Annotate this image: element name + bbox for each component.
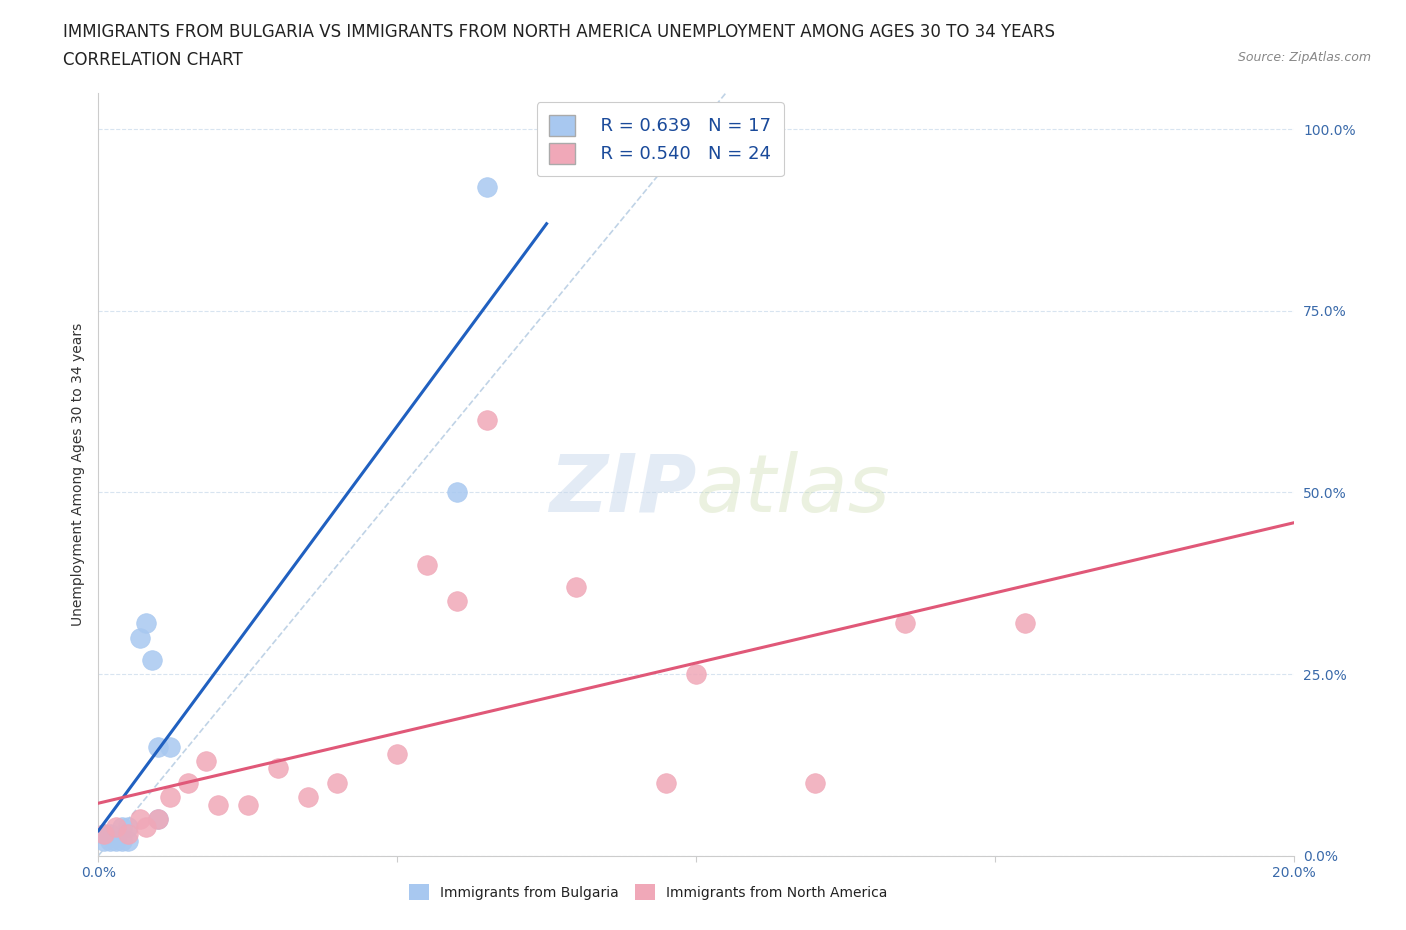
Text: CORRELATION CHART: CORRELATION CHART (63, 51, 243, 69)
Point (159, 739, 181, 754)
Point (655, 776, 678, 790)
Point (416, 558, 439, 573)
Legend: Immigrants from Bulgaria, Immigrants from North America: Immigrants from Bulgaria, Immigrants fro… (404, 879, 893, 906)
Point (111, 819, 134, 834)
Point (207, 797, 229, 812)
Point (111, 833, 134, 848)
Point (148, 812, 170, 827)
Point (117, 833, 139, 848)
Point (135, 616, 157, 631)
Point (297, 790, 319, 805)
Point (804, 776, 827, 790)
Point (267, 761, 290, 776)
Point (475, 180, 498, 195)
Text: atlas: atlas (696, 450, 891, 528)
Point (1014, 616, 1036, 631)
Point (135, 819, 157, 834)
Point (475, 412, 498, 427)
Y-axis label: Unemployment Among Ages 30 to 34 years: Unemployment Among Ages 30 to 34 years (72, 323, 86, 626)
Point (129, 812, 152, 827)
Text: IMMIGRANTS FROM BULGARIA VS IMMIGRANTS FROM NORTH AMERICA UNEMPLOYMENT AMONG AGE: IMMIGRANTS FROM BULGARIA VS IMMIGRANTS F… (63, 23, 1056, 41)
Text: Source: ZipAtlas.com: Source: ZipAtlas.com (1237, 51, 1371, 64)
Point (148, 739, 170, 754)
Point (141, 652, 163, 667)
Point (105, 819, 128, 834)
Point (100, 833, 122, 848)
Point (100, 827, 122, 842)
Point (148, 812, 170, 827)
Point (446, 485, 468, 500)
Point (894, 616, 917, 631)
Point (446, 594, 468, 609)
Point (117, 827, 139, 842)
Point (326, 776, 349, 790)
Point (685, 667, 707, 682)
Point (385, 747, 409, 762)
Point (93, 827, 115, 842)
Point (236, 797, 259, 812)
Point (195, 753, 218, 768)
Point (117, 819, 139, 834)
Point (93, 827, 115, 842)
Point (159, 790, 181, 805)
Point (93, 833, 115, 848)
Point (129, 631, 152, 645)
Point (177, 776, 200, 790)
Point (565, 579, 588, 594)
Point (105, 833, 128, 848)
Text: ZIP: ZIP (548, 450, 696, 528)
